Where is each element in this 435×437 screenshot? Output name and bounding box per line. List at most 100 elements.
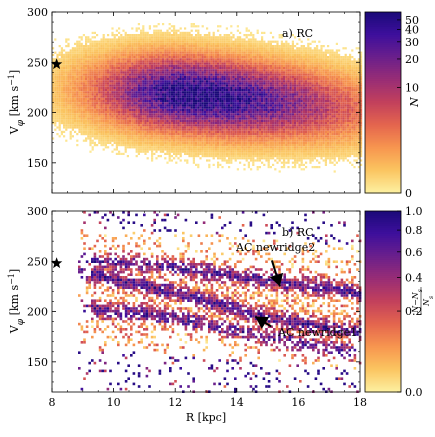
heatmap-a-cell (144, 49, 147, 52)
heatmap-a-cell (137, 67, 140, 70)
heatmap-a-cell (63, 84, 66, 87)
heatmap-a-cell (344, 102, 347, 105)
heatmap-a-cell (91, 100, 94, 103)
heatmap-a-cell (126, 89, 129, 92)
heatmap-a-cell (63, 102, 66, 105)
heatmap-a-cell (324, 67, 327, 70)
heatmap-a-cell (208, 82, 211, 85)
heatmap-a-cell (199, 71, 202, 74)
heatmap-a-cell (168, 31, 171, 34)
heatmap-a-cell (335, 100, 338, 103)
heatmap-a-cell (353, 69, 356, 72)
heatmap-a-cell (155, 56, 158, 59)
heatmap-a-cell (243, 49, 246, 52)
heatmap-a-cell (250, 62, 253, 65)
heatmap-a-cell (243, 102, 246, 105)
heatmap-a-cell (346, 91, 349, 94)
heatmap-a-cell (280, 106, 283, 109)
heatmap-a-cell (80, 84, 83, 87)
heatmap-a-cell (148, 84, 151, 87)
heatmap-a-cell (107, 69, 110, 72)
heatmap-a-cell (239, 42, 242, 45)
heatmap-a-cell (298, 108, 301, 111)
heatmap-a-cell (316, 108, 319, 111)
heatmap-a-cell (52, 93, 55, 96)
heatmap-a-cell (263, 91, 266, 94)
heatmap-a-cell (144, 102, 147, 105)
heatmap-a-cell (170, 80, 173, 83)
heatmap-a-cell (146, 62, 149, 65)
heatmap-a-cell (221, 78, 224, 81)
heatmap-a-cell (305, 71, 308, 74)
heatmap-a-cell (65, 75, 68, 78)
heatmap-a-cell (186, 34, 189, 37)
heatmap-a-cell (236, 108, 239, 111)
heatmap-a-cell (78, 78, 81, 81)
heatmap-a-cell (96, 58, 99, 61)
heatmap-a-cell (74, 86, 77, 89)
heatmap-a-cell (342, 69, 345, 72)
heatmap-a-cell (236, 82, 239, 85)
heatmap-a-cell (69, 82, 72, 85)
heatmap-a-cell (177, 86, 180, 89)
heatmap-a-cell (208, 56, 211, 59)
heatmap-a-cell (327, 56, 330, 59)
heatmap-a-cell (203, 53, 206, 56)
heatmap-a-cell (232, 45, 235, 48)
heatmap-a-cell (54, 111, 57, 114)
heatmap-a-cell (148, 38, 151, 41)
heatmap-a-cell (296, 75, 299, 78)
heatmap-a-cell (140, 29, 143, 32)
heatmap-a-cell (298, 84, 301, 87)
heatmap-a-cell (322, 67, 325, 70)
heatmap-a-cell (267, 100, 270, 103)
heatmap-a-cell (58, 51, 61, 54)
heatmap-a-cell (181, 40, 184, 43)
heatmap-a-cell (340, 89, 343, 92)
heatmap-a-cell (142, 47, 145, 50)
heatmap-a-cell (291, 62, 294, 65)
heatmap-a-cell (206, 91, 209, 94)
heatmap-a-cell (219, 93, 222, 96)
heatmap-a-cell (168, 93, 171, 96)
heatmap-a-cell (151, 108, 154, 111)
heatmap-a-cell (80, 75, 83, 78)
heatmap-a-cell (247, 42, 250, 45)
heatmap-a-cell (129, 84, 132, 87)
heatmap-a-cell (280, 71, 283, 74)
heatmap-a-cell (190, 75, 193, 78)
heatmap-a-cell (311, 82, 314, 85)
heatmap-a-cell (184, 95, 187, 98)
heatmap-a-cell (296, 53, 299, 56)
heatmap-a-cell (60, 58, 63, 61)
heatmap-a-cell (175, 95, 178, 98)
heatmap-a-cell (96, 84, 99, 87)
heatmap-a-cell (276, 64, 279, 67)
heatmap-a-cell (247, 106, 250, 109)
heatmap-a-cell (250, 78, 253, 81)
heatmap-a-cell (65, 71, 68, 74)
heatmap-a-cell (212, 60, 215, 63)
heatmap-a-cell (142, 108, 145, 111)
heatmap-a-cell (217, 47, 220, 50)
heatmap-a-cell (252, 53, 255, 56)
heatmap-a-cell (146, 60, 149, 63)
heatmap-a-cell (131, 36, 134, 39)
heatmap-a-cell (241, 58, 244, 61)
heatmap-a-cell (307, 86, 310, 89)
heatmap-a-cell (265, 97, 268, 100)
heatmap-a-cell (217, 93, 220, 96)
heatmap-a-cell (93, 78, 96, 81)
heatmap-a-cell (186, 113, 189, 116)
heatmap-a-cell (52, 69, 55, 72)
heatmap-a-cell (87, 67, 90, 70)
heatmap-a-cell (133, 71, 136, 74)
heatmap-a-cell (263, 78, 266, 81)
heatmap-a-cell (236, 86, 239, 89)
heatmap-a-cell (258, 45, 261, 48)
heatmap-a-cell (201, 56, 204, 59)
heatmap-a-cell (243, 78, 246, 81)
heatmap-a-cell (162, 89, 165, 92)
heatmap-a-cell (162, 58, 165, 61)
heatmap-a-cell (76, 84, 79, 87)
